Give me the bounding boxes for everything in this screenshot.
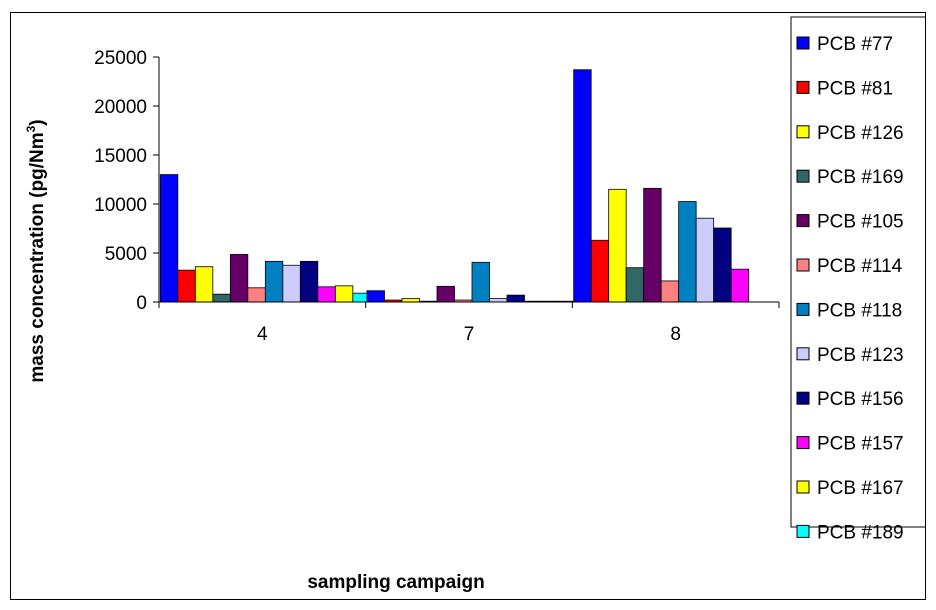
legend-label: PCB #105 xyxy=(817,212,904,233)
y-tick-label: 5000 xyxy=(105,244,147,265)
bar xyxy=(366,290,385,303)
legend-label: PCB #126 xyxy=(817,123,904,144)
bar xyxy=(247,287,266,303)
x-tick-label: 4 xyxy=(257,324,268,345)
legend-label: PCB #81 xyxy=(817,78,893,99)
x-tick-label: 8 xyxy=(670,324,681,345)
bar xyxy=(282,264,301,303)
bar xyxy=(212,293,231,303)
y-axis-title-text: mass concentration (pg/Nm xyxy=(27,132,48,382)
bar-chart: 0 5000 10000 15000 20000 25000 4 7 8 sampling c… xyxy=(24,16,925,593)
bar xyxy=(299,260,319,303)
bar xyxy=(713,227,732,303)
legend-label: PCB #118 xyxy=(817,300,902,321)
legend: PCB #77 PCB #81 PCB #126 PCB #169 PCB #105 PC… xyxy=(790,16,925,543)
y-axis-title-suffix: ) xyxy=(27,119,48,125)
legend-label: PCB #77 xyxy=(817,34,893,55)
legend-box xyxy=(790,16,925,528)
bar xyxy=(436,285,455,303)
legend-swatch xyxy=(796,80,810,94)
legend-label: PCB #189 xyxy=(817,522,904,543)
legend-swatch xyxy=(796,258,810,272)
bar xyxy=(334,285,354,303)
x-axis-ticks: 4 7 8 xyxy=(158,302,780,345)
legend-swatch xyxy=(796,524,810,538)
x-tick-label: 7 xyxy=(464,324,475,345)
legend-label: PCB #156 xyxy=(817,389,904,410)
bar xyxy=(506,294,525,303)
bar xyxy=(573,69,592,303)
y-tick-label: 25000 xyxy=(94,48,147,69)
bar xyxy=(608,188,627,303)
y-axis-ticks: 0 5000 10000 15000 20000 25000 xyxy=(94,48,159,314)
bar xyxy=(695,217,715,303)
y-axis-title: mass concentration (pg/Nm3) xyxy=(24,119,48,382)
chart-frame: 0 5000 10000 15000 20000 25000 4 7 8 sampling c… xyxy=(10,12,926,600)
bar xyxy=(401,298,420,303)
legend-swatch xyxy=(796,347,810,361)
bar xyxy=(159,174,179,303)
bar xyxy=(177,269,196,303)
bar xyxy=(643,187,662,303)
legend-swatch xyxy=(796,169,810,183)
legend-swatch xyxy=(796,391,810,405)
bar xyxy=(625,267,645,303)
y-tick-label: 20000 xyxy=(94,97,147,118)
bars-group xyxy=(159,69,750,303)
legend-label: PCB #123 xyxy=(817,345,904,366)
legend-swatch xyxy=(796,302,810,316)
legend-label: PCB #157 xyxy=(817,434,904,455)
legend-swatch xyxy=(796,36,810,50)
legend-swatch xyxy=(796,214,810,228)
bar xyxy=(660,280,680,303)
y-tick-label: 10000 xyxy=(94,195,147,216)
legend-swatch xyxy=(796,480,810,494)
legend-swatch xyxy=(796,125,810,139)
bar xyxy=(229,254,249,303)
bar xyxy=(590,239,610,303)
bar xyxy=(264,260,284,303)
bar xyxy=(194,266,214,303)
bar xyxy=(730,268,750,303)
legend-label: PCB #169 xyxy=(817,167,904,188)
legend-swatch xyxy=(796,436,810,450)
y-tick-label: 0 xyxy=(136,293,147,314)
bar xyxy=(471,261,490,303)
legend-label: PCB #167 xyxy=(817,478,904,499)
legend-label: PCB #114 xyxy=(817,256,903,277)
bar xyxy=(489,298,508,303)
y-tick-label: 15000 xyxy=(94,146,147,167)
x-axis-title: sampling campaign xyxy=(307,572,484,593)
y-axis-title-superscript: 3 xyxy=(24,125,38,132)
bar xyxy=(317,286,336,303)
bar xyxy=(678,201,697,303)
